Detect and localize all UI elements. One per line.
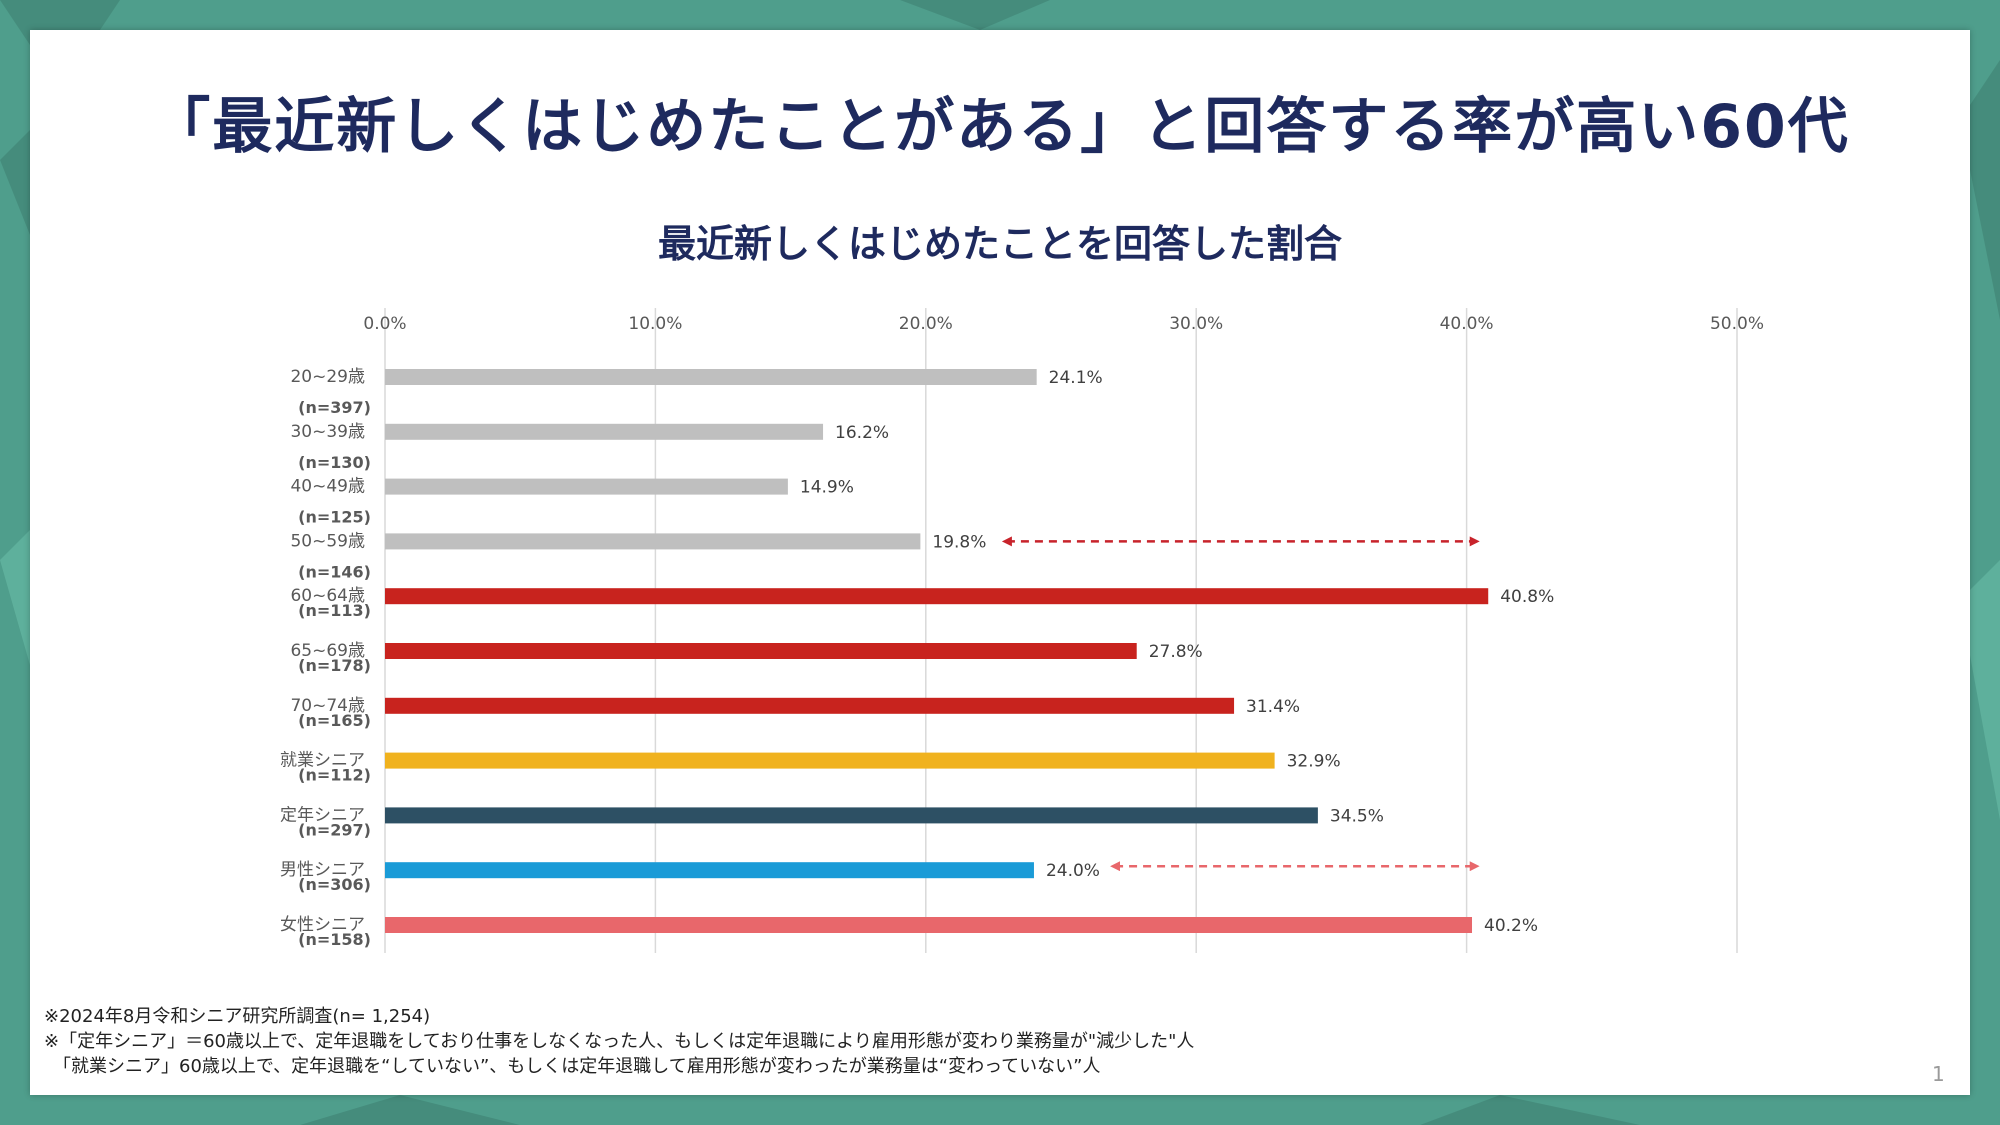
bar	[385, 697, 1235, 714]
category-label: 50~59歳	[290, 531, 365, 551]
data-label: 31.4%	[1246, 697, 1300, 717]
x-tick-label: 10.0%	[628, 314, 682, 334]
bar	[385, 478, 788, 495]
data-label: 32.9%	[1287, 752, 1341, 772]
chart-title: 最近新しくはじめたことを回答した割合	[657, 222, 1342, 266]
category-label: 60~64歳	[290, 586, 365, 606]
data-label: 40.8%	[1500, 587, 1554, 607]
data-label: 16.2%	[835, 423, 889, 443]
category-n-label: (n=297)	[298, 820, 371, 839]
category-label: 65~69歳	[290, 641, 365, 661]
bar	[385, 533, 921, 550]
x-tick-label: 40.0%	[1440, 314, 1494, 334]
category-label: 30~39歳	[290, 422, 365, 442]
category-n-label: (n=146)	[298, 562, 371, 581]
bar	[385, 917, 1473, 933]
bar	[385, 862, 1034, 879]
x-tick-label: 50.0%	[1710, 314, 1764, 334]
category-label: 定年シニア	[280, 805, 365, 825]
data-label: 24.0%	[1046, 861, 1100, 881]
bar	[385, 369, 1037, 385]
bar	[385, 643, 1137, 659]
data-label: 14.9%	[800, 478, 854, 498]
x-tick-label: 0.0%	[363, 314, 406, 334]
bar	[385, 588, 1489, 605]
category-n-label: (n=113)	[298, 601, 371, 620]
footnotes: ※2024年8月令和シニア研究所調査(n= 1,254) ※「定年シニア」＝60…	[44, 1004, 1194, 1079]
category-label: 男性シニア	[280, 860, 365, 880]
footnote-definition-teinen: ※「定年シニア」＝60歳以上で、定年退職をしており仕事をしなくなった人、もしくは…	[44, 1031, 1195, 1052]
category-n-label: (n=306)	[298, 875, 371, 894]
data-label: 27.8%	[1149, 642, 1203, 662]
category-label: 就業シニア	[280, 751, 365, 771]
category-label: 70~74歳	[290, 696, 365, 716]
footnote-definition-shugyo: 「就業シニア」60歳以上で、定年退職を“していない”、もしくは定年退職して雇用形…	[44, 1056, 1101, 1077]
slide-title: 「最近新しくはじめたことがある」と回答する率が高い60代	[150, 92, 1850, 162]
category-n-label: (n=125)	[298, 508, 371, 527]
x-tick-label: 20.0%	[899, 314, 953, 334]
category-n-label: (n=112)	[298, 766, 371, 785]
data-label: 40.2%	[1484, 916, 1538, 936]
bar	[385, 752, 1275, 769]
category-label: 40~49歳	[290, 477, 365, 497]
bar	[385, 807, 1318, 824]
data-label: 34.5%	[1330, 806, 1384, 826]
bar	[385, 423, 824, 440]
category-label: 20~29歳	[290, 367, 365, 387]
x-tick-label: 30.0%	[1169, 314, 1223, 334]
data-label: 24.1%	[1049, 368, 1103, 388]
category-label: 女性シニア	[280, 915, 365, 935]
data-label: 19.8%	[932, 532, 986, 552]
category-n-label: (n=130)	[298, 453, 371, 472]
footnote-survey: ※2024年8月令和シニア研究所調査(n= 1,254)	[44, 1006, 431, 1027]
page-number: 1	[1932, 1062, 1945, 1086]
category-n-label: (n=397)	[298, 398, 371, 417]
category-n-label: (n=165)	[298, 711, 371, 730]
category-n-label: (n=158)	[298, 930, 371, 949]
category-n-label: (n=178)	[298, 656, 371, 675]
